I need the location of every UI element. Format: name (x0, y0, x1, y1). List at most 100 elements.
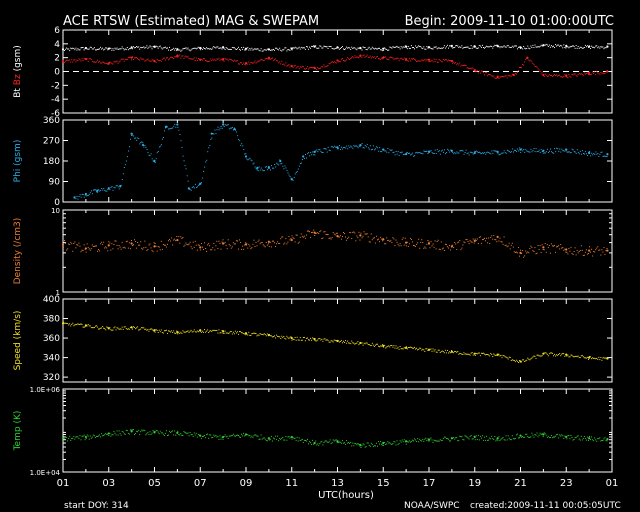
data-dot (441, 47, 443, 49)
data-dot (346, 342, 348, 344)
data-dot (102, 435, 104, 437)
data-dot (481, 44, 483, 46)
data-dot (189, 188, 191, 190)
data-dot (92, 61, 94, 63)
data-dot (540, 252, 542, 254)
data-dot (565, 251, 567, 253)
data-dot (432, 441, 434, 443)
data-dot (446, 438, 448, 440)
data-dot (472, 46, 474, 48)
data-dot (391, 47, 393, 49)
data-dot (435, 351, 437, 353)
data-dot (285, 167, 287, 169)
data-dot (353, 231, 355, 233)
data-dot (587, 359, 589, 361)
data-dot (249, 48, 251, 50)
data-dot (307, 68, 309, 70)
data-dot (172, 57, 174, 59)
data-dot (316, 232, 318, 234)
data-dot (407, 441, 409, 443)
data-dot (286, 65, 288, 67)
data-dot (308, 152, 310, 154)
data-dot (297, 242, 299, 244)
data-dot (315, 150, 317, 152)
data-dot (543, 75, 545, 77)
data-dot (70, 439, 72, 441)
data-dot (249, 157, 251, 159)
data-dot (275, 58, 277, 60)
data-dot (460, 65, 462, 67)
data-dot (446, 349, 448, 351)
data-dot (431, 439, 433, 441)
data-dot (178, 434, 180, 436)
data-dot (510, 75, 512, 77)
data-dot (458, 353, 460, 355)
data-dot (549, 352, 551, 354)
data-dot (580, 46, 582, 48)
data-dot (70, 241, 72, 243)
data-dot (518, 150, 520, 152)
data-dot (322, 66, 324, 68)
data-dot (530, 45, 532, 47)
data-dot (264, 166, 266, 168)
data-dot (249, 245, 251, 247)
data-dot (281, 50, 283, 52)
data-dot (147, 431, 149, 433)
data-dot (179, 242, 181, 244)
data-dot (282, 236, 284, 238)
data-dot (528, 151, 530, 153)
data-dot (465, 46, 467, 48)
data-dot (328, 149, 330, 151)
data-dot (566, 355, 568, 357)
data-dot (380, 441, 382, 443)
data-dot (350, 145, 352, 147)
data-dot (367, 56, 369, 58)
data-dot (303, 336, 305, 338)
data-dot (120, 434, 122, 436)
data-dot (270, 58, 272, 60)
data-dot (264, 246, 266, 248)
data-dot (428, 440, 430, 442)
data-point (427, 58, 431, 61)
data-dot (512, 46, 514, 48)
data-dot (259, 169, 261, 171)
data-dot (245, 242, 247, 244)
data-dot (461, 436, 463, 438)
data-dot (562, 435, 564, 437)
data-dot (152, 46, 154, 48)
data-dot (419, 438, 421, 440)
data-dot (427, 59, 429, 61)
data-dot (552, 436, 554, 438)
data-dot (408, 58, 410, 60)
x-tick-label: 19 (468, 478, 481, 489)
data-dot (78, 49, 80, 51)
data-dot (88, 438, 90, 440)
data-dot (395, 150, 397, 152)
data-dot (152, 160, 154, 162)
data-dot (546, 353, 548, 355)
data-dot (535, 357, 537, 359)
data-dot (403, 153, 405, 155)
data-dot (310, 236, 312, 238)
data-dot (557, 75, 559, 77)
data-dot (226, 47, 228, 49)
data-dot (493, 353, 495, 355)
y-tick-label: 360 (43, 334, 60, 344)
data-dot (152, 59, 154, 61)
data-dot (322, 237, 324, 239)
data-dot (512, 359, 514, 361)
data-dot (132, 429, 134, 431)
data-dot (250, 436, 252, 438)
data-dot (424, 58, 426, 60)
data-dot (355, 240, 357, 242)
data-dot (507, 150, 509, 152)
data-dot (472, 153, 474, 155)
data-dot (140, 241, 142, 243)
data-dot (389, 442, 391, 444)
data-dot (600, 254, 602, 256)
data-dot (71, 438, 73, 440)
data-dot (110, 435, 112, 437)
data-dot (595, 249, 597, 251)
data-dot (433, 439, 435, 441)
data-dot (279, 242, 281, 244)
